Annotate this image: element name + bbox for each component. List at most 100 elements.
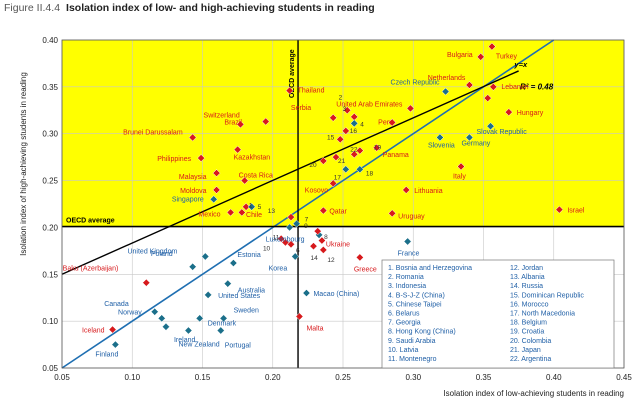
point-unlabeled-5 [483,94,492,103]
point-2 [343,106,352,115]
point-thailand [285,86,294,95]
x-tick-label: 0.35 [476,373,492,382]
point-label: Ireland [174,337,196,344]
point-czech-republic [441,87,450,96]
point-label: 1 [249,202,253,209]
y-tick-label: 0.05 [42,364,58,373]
figure-heading: Figure II.4.4 Isolation index of low- and… [4,2,375,14]
key-item: 3. Indonesia [388,283,426,290]
y-axis-title: Isolation index of high-achieving studen… [19,72,28,256]
x-tick-label: 0.45 [616,373,632,382]
key-item: 13. Albania [510,274,545,281]
regression-line [61,70,519,275]
x-tick-label: 0.15 [195,373,211,382]
r-squared-label: R² = 0.48 [520,83,554,92]
point-label: Netherlands [428,75,466,82]
point-label: Macao (China) [313,291,359,298]
point-label: Germany [461,140,490,147]
y-tick-label: 0.40 [42,36,58,45]
point-label: 3 [343,106,347,113]
y-tick-label: 0.25 [42,177,58,186]
point-label: 2 [339,94,343,101]
point-17 [341,165,350,174]
point-label: Ukraine [326,242,350,249]
point-label: Hungary [517,110,544,117]
point-label: Malaysia [179,174,207,181]
point-label: Panama [383,152,409,159]
point-label: 14 [310,255,318,262]
point-label: Canada [104,301,129,308]
point-label: Brunei Darussalam [123,129,183,136]
point-12 [319,245,328,254]
reference-lines: y=x R² = 0.48 OECD average OECD average [61,39,624,369]
point-15 [336,135,345,144]
y-tick-label: 0.30 [42,130,58,139]
point-uruguay [388,209,397,218]
point-mexico [226,208,235,217]
point-label: Turkey [496,54,518,61]
point-label: Slovenia [428,142,455,149]
point-label: Finland [95,352,118,359]
point-label: Korea [269,265,288,272]
point-label: Denmark [208,320,237,327]
point-moldova [212,185,221,194]
point-label: United Kingdom [127,248,177,255]
point-label: 13 [268,208,276,215]
point-label: Estonia [237,252,260,259]
key-item: 19. Croatia [510,329,544,336]
y-tick-label: 0.35 [42,83,58,92]
point-turkey [487,42,496,51]
point-label: Slovak Republic [477,129,528,136]
point-macao-china [302,289,311,297]
point-label: Italy [453,174,466,181]
point-4 [350,119,359,128]
point-lithuania [402,185,411,194]
point-poland [188,262,197,271]
point-korea [291,252,300,261]
point-baku-azerbaijan [142,278,151,287]
point-16 [341,126,350,135]
point-panama [372,143,381,152]
point-label: Kosovo [305,187,328,194]
point-label: Switzerland [204,113,240,120]
point-22 [350,150,359,159]
point-label: 16 [350,128,358,135]
point-luxembourg [285,223,294,232]
x-tick-label: 0.20 [265,373,281,382]
key-item: 17. North Macedonia [510,311,575,318]
key-item: 15. Dominican Republic [510,292,584,299]
point-label: Philippines [157,156,191,163]
point-germany [465,133,474,142]
key-item: 8. Hong Kong (China) [388,329,456,336]
oecd-average-label-horizontal: OECD average [66,217,115,224]
point-label: 9 [304,223,308,230]
point-label: Norway [118,309,142,316]
point-label: Serbia [291,105,311,112]
point-kosovo [329,179,338,188]
point-brunei-darussalam [188,133,197,142]
point-united-states [204,290,213,299]
point-united-arab-emirates [406,104,415,113]
point-new-zealand [184,326,193,335]
point-iceland [108,325,117,334]
point-11 [281,238,290,247]
point-label: Israel [567,208,585,215]
point-labels: Turkey Bulgaria Netherlands Lebanon Czech Re… [63,52,585,359]
y-tick-label: 0.20 [42,223,58,232]
oecd-average-label-vertical: OECD average [289,49,296,98]
point-label: Portugal [225,343,252,350]
point-label: Moldova [180,188,207,195]
point-label: 4 [360,121,364,128]
point-label: Luxembourg [266,236,305,243]
axes: 0.05 0.10 0.15 0.20 0.25 0.30 0.35 0.40 0.45 0.05… [19,36,632,398]
point-label: New Zealand [178,342,219,349]
key-item: 12. Jordan [510,265,543,272]
point-label: United States [218,293,261,300]
point-label: Qatar [329,209,347,216]
x-tick-label: 0.05 [54,373,70,382]
point-label: 21 [338,158,346,165]
point-qatar [319,206,328,215]
point-label: 15 [327,134,335,141]
key-item: 6. Belarus [388,311,420,318]
point-label: Malta [306,325,323,332]
